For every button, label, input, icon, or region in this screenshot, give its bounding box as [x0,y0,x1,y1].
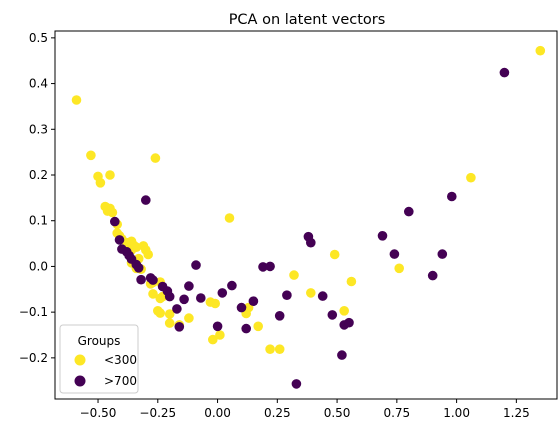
data-point-series1-42 [427,270,438,281]
data-point-series1-21 [212,321,223,332]
y-tick-label: 0.2 [29,168,48,182]
data-point-series0-47 [265,344,275,355]
data-point-series0-9 [107,207,118,218]
data-point-series0-55 [466,172,476,183]
data-point-series1-23 [227,280,237,291]
data-point-series1-27 [258,262,268,272]
x-tick-label: −0.50 [80,406,117,420]
data-point-series0-49 [289,270,299,280]
data-point-series1-20 [196,293,206,303]
data-point-series0-35 [164,309,175,319]
data-point-series0-5 [150,153,161,163]
data-point-series0-18 [131,242,142,252]
x-tick-label: 1.00 [443,406,470,420]
y-axis: −0.2 −0.1 0.0 0.1 0.2 0.3 0.4 0.5 [19,31,55,365]
data-point-series1-8 [136,274,146,285]
legend: Groups <300 >700 [59,324,139,394]
x-tick-label: −0.25 [139,406,176,420]
data-point-series0-41 [210,298,220,309]
data-point-series0-34 [155,308,165,318]
legend-marker-lt300 [74,354,86,366]
data-point-series0-21 [143,249,153,260]
data-point-series0-53 [346,276,357,287]
data-point-series0-1 [86,150,96,161]
data-point-series1-41 [404,206,414,217]
data-point-series1-9 [141,195,151,205]
data-point-series1-19 [191,260,201,270]
data-point-series0-52 [339,306,350,316]
y-tick-label: 0.3 [29,122,48,136]
data-point-series0-4 [105,170,115,180]
y-tick-label: 0.1 [29,214,48,228]
x-axis: −0.50 −0.25 0.00 0.25 0.50 0.75 1.00 1.25 [80,399,530,420]
x-tick-label: 0.75 [383,406,410,420]
y-tick-label: 0.5 [29,31,48,45]
plot-frame [54,30,558,400]
data-point-series1-35 [327,310,338,320]
data-point-series1-39 [377,231,388,241]
data-point-series1-36 [337,350,347,360]
data-point-series1-7 [133,263,144,273]
data-point-series0-56 [535,45,546,56]
data-point-series1-11 [148,275,158,285]
plot-area [55,31,557,399]
data-point-series0-36 [164,318,175,328]
data-point-series0-0 [71,95,82,105]
legend-label-gt700: >700 [104,374,137,388]
data-point-series1-26 [248,296,259,307]
data-point-series1-44 [447,191,457,202]
data-point-series1-31 [291,379,302,389]
data-point-series0-3 [95,178,106,188]
data-point-series1-45 [499,67,510,78]
data-point-series1-0 [110,216,120,227]
data-point-series0-43 [208,334,218,345]
legend-label-lt300: <300 [104,353,137,367]
data-point-series0-50 [306,288,316,298]
data-point-series1-40 [389,249,400,259]
legend-title: Groups [78,334,121,348]
data-point-series1-15 [172,304,182,314]
data-point-series1-30 [282,290,292,301]
x-tick-label: 1.25 [503,406,530,420]
chart-title: PCA on latent vectors [229,12,386,28]
data-point-series1-18 [184,281,194,291]
data-point-series0-39 [224,213,235,223]
data-point-series1-43 [437,249,448,259]
data-point-series1-24 [236,302,247,313]
data-point-series1-38 [344,317,354,328]
x-tick-label: 0.00 [204,406,231,420]
data-point-series1-17 [179,294,189,305]
y-tick-label: 0.4 [29,77,48,91]
data-point-series0-48 [274,344,285,355]
data-point-series1-25 [241,323,251,334]
data-point-series1-34 [317,291,328,301]
data-point-series1-22 [217,288,228,298]
data-point-series0-38 [184,313,194,323]
data-point-series0-32 [155,293,165,304]
points-layer [71,45,546,389]
data-point-series1-16 [174,322,185,332]
legend-marker-gt700 [74,375,86,387]
data-point-series0-51 [329,249,340,260]
data-point-series1-14 [164,291,175,302]
data-point-series1-28 [265,261,275,272]
data-point-series0-30 [148,289,158,299]
x-tick-label: 0.25 [264,406,291,420]
data-point-series1-29 [274,311,285,321]
data-point-series0-42 [215,330,225,340]
x-tick-label: 0.50 [324,406,351,420]
y-tick-label: −0.2 [19,351,48,365]
data-point-series0-54 [394,263,405,274]
data-point-series0-46 [253,321,263,332]
data-point-series1-1 [114,235,125,245]
y-tick-label: −0.1 [19,305,48,319]
data-point-series1-33 [306,237,316,248]
y-tick-label: 0.0 [29,259,48,273]
